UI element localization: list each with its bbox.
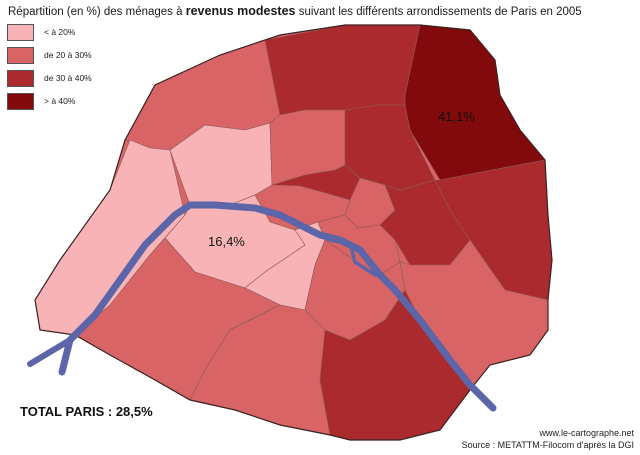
arrondissement-19 — [404, 25, 546, 181]
legend-label-under-20: < à 20% — [44, 27, 76, 37]
legend-item-20-30: de 20 à 30% — [7, 47, 207, 65]
title-prefix: Répartition (en %) des ménages à — [8, 6, 186, 18]
legend-label-30-40: de 30 à 40% — [44, 73, 92, 83]
label-max-value: 41,1% — [438, 109, 475, 124]
credit-source: Source : METATTM-Filocom d'après la DGI — [461, 440, 634, 450]
legend-swatch-over-40 — [7, 93, 34, 110]
arrondissement-18 — [264, 25, 421, 116]
legend-item-under-20: < à 20% — [7, 24, 207, 42]
title-bold: revenus modestes — [185, 4, 296, 18]
seine-island-channel — [328, 238, 390, 287]
legend-label-20-30: de 20 à 30% — [44, 50, 92, 60]
seine-island-channel-2 — [348, 241, 377, 277]
map-title: Répartition (en %) des ménages à revenus… — [8, 4, 582, 18]
title-suffix: suivant les différents arrondissements d… — [295, 6, 582, 18]
legend-item-30-40: de 30 à 40% — [7, 70, 207, 88]
credit-website: www.le-cartographe.net — [539, 428, 634, 438]
seine-main — [58, 201, 497, 412]
legend-swatch-under-20 — [7, 24, 34, 41]
total-paris: TOTAL PARIS : 28,5% — [20, 404, 153, 419]
seine-river — [27, 201, 497, 412]
label-min-value: 16,4% — [208, 234, 245, 249]
legend-swatch-20-30 — [7, 47, 34, 64]
legend-swatch-30-40 — [7, 70, 34, 87]
paris-outline — [34, 24, 553, 441]
seine-branch — [27, 337, 73, 367]
legend-label-over-40: > à 40% — [44, 96, 76, 106]
legend-item-over-40: > à 40% — [7, 93, 207, 111]
